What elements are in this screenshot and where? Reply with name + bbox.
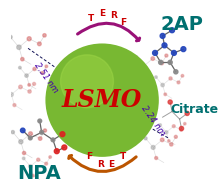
Text: Citrate: Citrate xyxy=(170,103,218,116)
Circle shape xyxy=(164,93,167,96)
Circle shape xyxy=(45,43,159,157)
Circle shape xyxy=(13,104,16,107)
Text: E: E xyxy=(109,160,115,169)
Circle shape xyxy=(40,130,43,134)
Circle shape xyxy=(180,129,182,131)
Circle shape xyxy=(170,143,173,146)
Circle shape xyxy=(160,138,164,142)
Circle shape xyxy=(32,174,34,177)
Circle shape xyxy=(168,140,170,142)
Circle shape xyxy=(28,84,31,86)
Circle shape xyxy=(169,77,172,80)
Circle shape xyxy=(41,71,44,74)
Circle shape xyxy=(29,165,32,168)
Circle shape xyxy=(145,75,148,78)
Circle shape xyxy=(23,151,26,155)
Circle shape xyxy=(45,65,48,68)
Circle shape xyxy=(21,57,24,61)
Circle shape xyxy=(168,60,172,64)
Circle shape xyxy=(165,54,168,57)
Circle shape xyxy=(21,128,25,133)
Circle shape xyxy=(29,132,32,136)
Circle shape xyxy=(19,85,22,89)
Circle shape xyxy=(161,83,164,87)
Circle shape xyxy=(37,42,41,46)
Circle shape xyxy=(151,57,155,60)
Circle shape xyxy=(162,43,167,48)
Text: 2.24 nm: 2.24 nm xyxy=(140,104,167,138)
Circle shape xyxy=(174,135,177,138)
Circle shape xyxy=(60,132,65,137)
Circle shape xyxy=(159,124,161,126)
Circle shape xyxy=(144,137,147,140)
Circle shape xyxy=(165,131,168,134)
Circle shape xyxy=(174,70,178,74)
Circle shape xyxy=(62,145,67,150)
Circle shape xyxy=(49,156,52,158)
Circle shape xyxy=(60,55,114,108)
Circle shape xyxy=(142,64,146,68)
Text: E: E xyxy=(99,9,105,18)
Circle shape xyxy=(151,146,155,149)
Circle shape xyxy=(17,45,21,50)
Circle shape xyxy=(153,50,157,55)
Text: T: T xyxy=(88,14,94,23)
Text: R: R xyxy=(97,160,104,169)
Circle shape xyxy=(28,136,32,140)
Circle shape xyxy=(43,34,46,37)
Circle shape xyxy=(33,67,36,70)
Circle shape xyxy=(45,162,48,165)
Text: T: T xyxy=(120,152,126,161)
Circle shape xyxy=(51,138,55,142)
Circle shape xyxy=(180,126,184,131)
Circle shape xyxy=(33,82,36,85)
Circle shape xyxy=(159,60,163,64)
Circle shape xyxy=(135,56,138,59)
Circle shape xyxy=(38,137,42,140)
Circle shape xyxy=(19,66,21,69)
Circle shape xyxy=(172,125,175,128)
Text: NPA: NPA xyxy=(17,164,61,183)
Circle shape xyxy=(27,37,31,41)
Circle shape xyxy=(184,122,186,125)
Circle shape xyxy=(185,111,189,115)
Circle shape xyxy=(177,81,180,84)
Circle shape xyxy=(19,140,23,144)
Text: LSMO: LSMO xyxy=(62,88,142,112)
Text: R: R xyxy=(110,11,117,20)
Circle shape xyxy=(171,50,176,55)
Text: 2AP: 2AP xyxy=(160,15,203,34)
Circle shape xyxy=(170,28,175,33)
Text: F: F xyxy=(86,152,92,161)
Circle shape xyxy=(181,74,184,77)
Circle shape xyxy=(160,61,163,65)
Circle shape xyxy=(22,157,25,160)
Text: 2.51 nm: 2.51 nm xyxy=(33,61,60,94)
Circle shape xyxy=(38,119,42,123)
Circle shape xyxy=(155,156,158,160)
Circle shape xyxy=(11,131,14,134)
Circle shape xyxy=(155,76,157,78)
Text: F: F xyxy=(120,18,126,27)
Circle shape xyxy=(25,74,28,77)
Circle shape xyxy=(9,35,12,39)
Circle shape xyxy=(37,158,40,161)
Circle shape xyxy=(9,93,13,96)
Circle shape xyxy=(160,33,165,38)
Circle shape xyxy=(2,84,5,87)
Circle shape xyxy=(43,129,47,132)
Circle shape xyxy=(54,149,59,154)
Circle shape xyxy=(168,100,172,104)
Circle shape xyxy=(28,90,31,93)
Circle shape xyxy=(181,47,186,52)
